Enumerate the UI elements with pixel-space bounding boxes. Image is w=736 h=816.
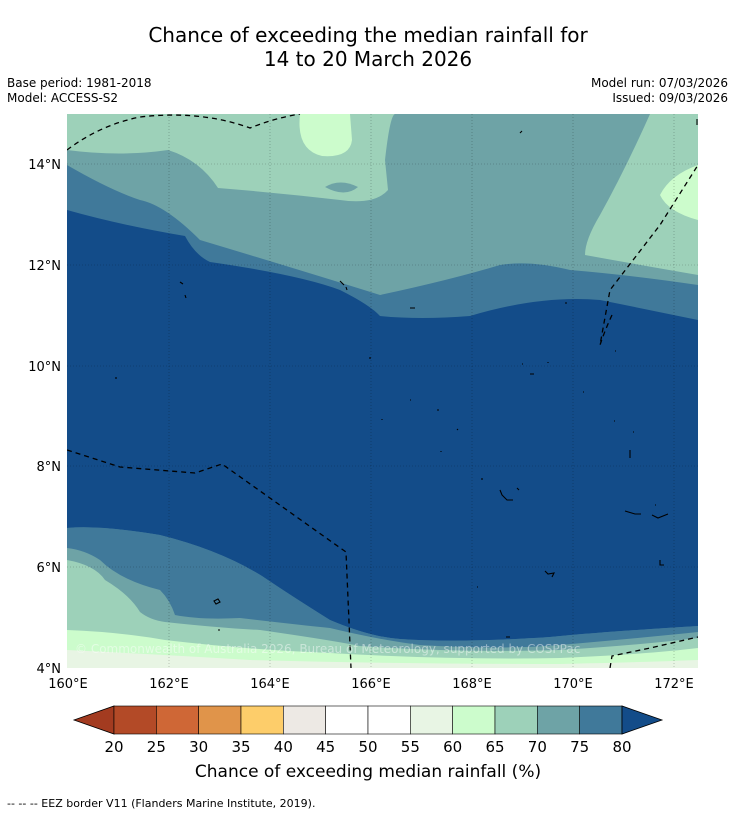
issued-date: Issued: 09/03/2026 (612, 91, 728, 105)
colorbar-tick-label: 65 (485, 738, 504, 756)
meta-right: Model run: 07/03/2026 Issued: 09/03/2026 (591, 76, 728, 106)
lon-label: 170°E (553, 677, 593, 692)
title-line-1: Chance of exceeding the median rainfall … (148, 23, 588, 47)
island (499, 487, 669, 519)
colorbar-tick-label: 20 (104, 738, 123, 756)
colorbar-tick-label: 55 (401, 738, 420, 756)
eez-border-north (67, 114, 301, 151)
lat-label: 14°N (28, 158, 61, 173)
islands (115, 119, 698, 638)
lat-label: 8°N (37, 460, 62, 475)
colorbar-tick-label: 50 (358, 738, 377, 756)
colorbar-tick-label: 80 (612, 738, 631, 756)
island (519, 119, 698, 375)
colorbar-segment-60_65 (452, 705, 496, 735)
island (213, 570, 555, 631)
region-65-70 (67, 560, 698, 668)
lat-label: 6°N (37, 561, 62, 576)
colorbar-segment-40_45 (283, 705, 326, 735)
colorbar-segment-55_60 (410, 705, 453, 735)
colorbar-segment-35_40 (240, 705, 284, 735)
model-run: Model run: 07/03/2026 (590, 76, 728, 90)
island (381, 399, 483, 480)
colorbar-extend-low (72, 705, 115, 735)
region-60-65 (67, 630, 698, 668)
colorbar-tick-label: 25 (147, 738, 166, 756)
lon-label: 168°E (452, 677, 492, 692)
island (506, 560, 664, 638)
colorbar-segment-65_70 (494, 705, 538, 735)
colorbar-segment-70_75 (537, 705, 580, 735)
lon-label: 172°E (654, 677, 694, 692)
colorbar-segment-30_35 (198, 705, 242, 735)
colorbar-tick-label: 75 (570, 738, 589, 756)
lon-label: 164°E (250, 677, 290, 692)
colorbar-tick-label: 40 (274, 738, 293, 756)
eez-footnote: -- -- -- EEZ border V11 (Flanders Marine… (7, 797, 316, 810)
model-name: Model: ACCESS-S2 (7, 91, 119, 105)
colorbar-body: 20 25 30 35 40 45 50 55 60 65 70 75 80 (72, 705, 664, 756)
lon-axis-labels: 160°E 162°E 164°E 166°E 168°E 170°E 172°… (48, 677, 694, 692)
region-70-75-island (325, 182, 358, 193)
eez-border-east (609, 636, 698, 668)
island (115, 280, 415, 379)
lat-axis-labels: 14°N 12°N 10°N 8°N 6°N 4°N (28, 158, 61, 677)
colorbar-tick-label: 30 (189, 738, 208, 756)
colorbar-segment-75_80 (579, 705, 623, 735)
lon-label: 160°E (48, 677, 88, 692)
colorbar-extend-high (621, 705, 664, 735)
eez-border-west (67, 449, 352, 668)
region-60-65 (299, 114, 352, 157)
colorbar-segment-45_50 (325, 705, 369, 735)
rainfall-map: 14°N 12°N 10°N 8°N 6°N 4°N 160°E 162°E 1… (28, 114, 698, 692)
region-above-80 (67, 210, 698, 641)
lat-label: 4°N (37, 662, 62, 677)
map-regions (67, 114, 698, 668)
colorbar-segment-50_55 (367, 705, 411, 735)
lon-label: 166°E (351, 677, 391, 692)
colorbar-title: Chance of exceeding median rainfall (%) (194, 762, 542, 782)
island (583, 350, 656, 506)
title-line-2: 14 to 20 March 2026 (263, 47, 473, 71)
lat-label: 12°N (28, 259, 61, 274)
eez-border-ne (599, 164, 698, 346)
region-55-60 (67, 650, 698, 668)
lat-label: 10°N (28, 360, 61, 375)
region-65-70 (585, 114, 698, 275)
graticule (67, 114, 698, 668)
colorbar-tick-label: 35 (231, 738, 250, 756)
copyright-notice: © Commonwealth of Australia 2026, Bureau… (75, 642, 580, 656)
colorbar-segment-25_30 (156, 705, 199, 735)
colorbar-segment-20_25 (113, 705, 157, 735)
region-60-65 (660, 165, 698, 220)
lon-label: 162°E (149, 677, 189, 692)
colorbar-tick-label: 45 (316, 738, 335, 756)
colorbar-tick-label: 70 (528, 738, 547, 756)
eez-borders (67, 114, 698, 668)
colorbar-tick-label: 60 (443, 738, 462, 756)
base-period: Base period: 1981-2018 (7, 76, 152, 90)
meta-left: Base period: 1981-2018 Model: ACCESS-S2 (7, 76, 152, 106)
